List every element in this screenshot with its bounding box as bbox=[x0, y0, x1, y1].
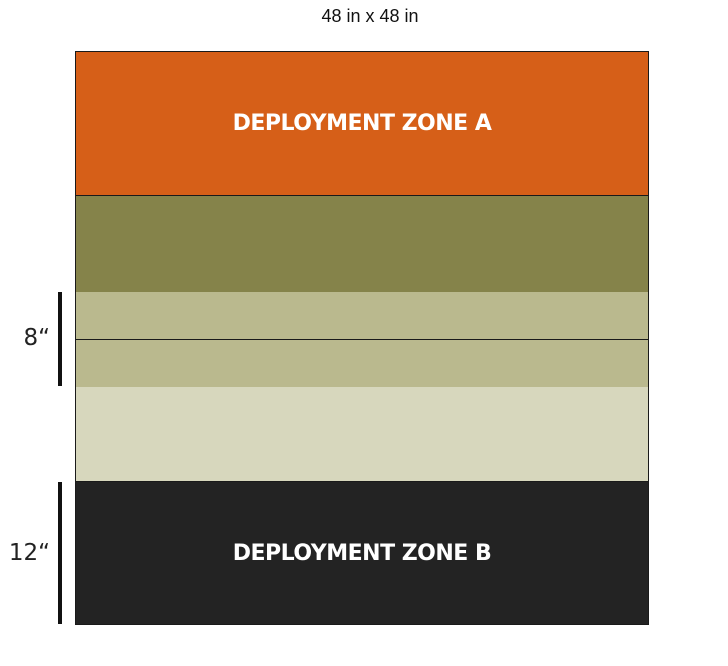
measurement-label-lower: 12“ bbox=[8, 540, 50, 566]
page-title: 48 in x 48 in bbox=[321, 6, 419, 26]
battlefield-map: DEPLOYMENT ZONE A DEPLOYMENT ZONE B bbox=[75, 51, 649, 625]
deployment-zone-a-label: DEPLOYMENT ZONE A bbox=[232, 111, 492, 136]
khaki-band-upper bbox=[76, 292, 648, 340]
measurement-bar-lower bbox=[58, 482, 62, 624]
deployment-zone-a: DEPLOYMENT ZONE A bbox=[76, 52, 648, 196]
deployment-zone-b-label: DEPLOYMENT ZONE B bbox=[232, 540, 492, 566]
measurement-label-upper: 8“ bbox=[23, 325, 50, 351]
pale-band bbox=[76, 387, 648, 482]
deployment-zone-b: DEPLOYMENT ZONE B bbox=[76, 482, 648, 624]
khaki-band-lower bbox=[76, 340, 648, 387]
olive-band bbox=[76, 196, 648, 292]
measurement-bar-upper bbox=[58, 292, 62, 386]
